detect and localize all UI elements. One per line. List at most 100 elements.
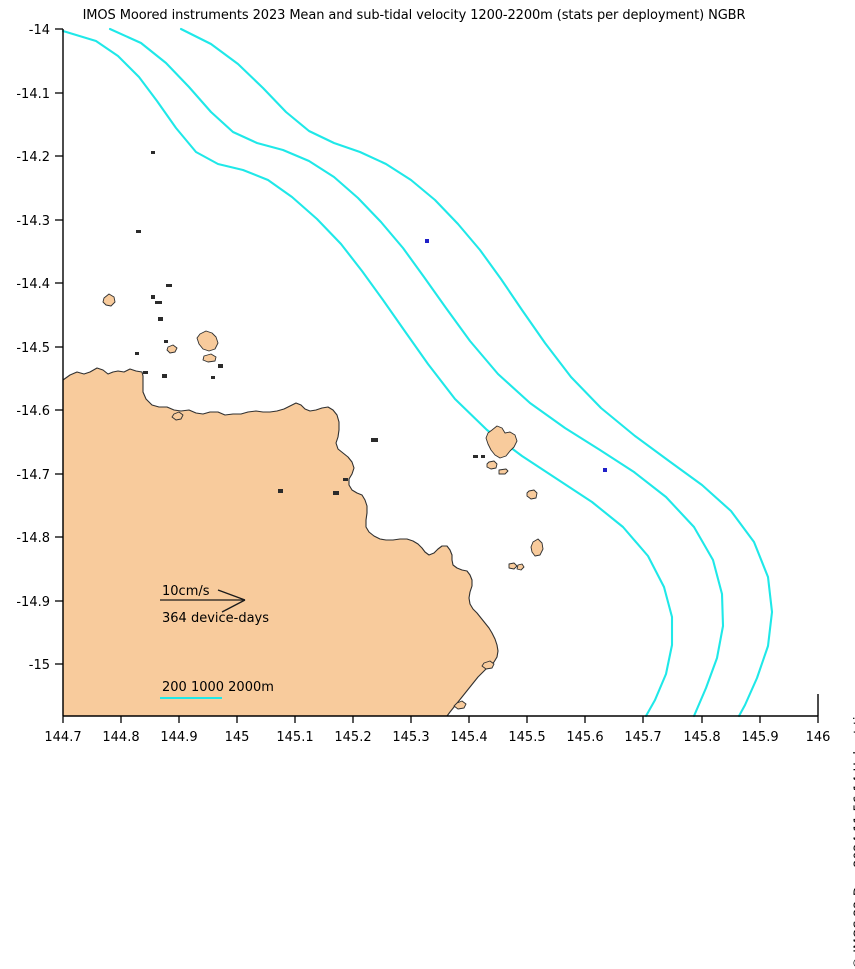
reef-island-small-d bbox=[530, 538, 544, 557]
reef-islands-group bbox=[102, 293, 544, 710]
y-tick: -14.8 bbox=[16, 531, 63, 546]
reef-island-north-d bbox=[166, 344, 178, 354]
reef-island-north-b bbox=[202, 353, 217, 363]
deployment-marker[interactable] bbox=[425, 239, 429, 243]
x-tick: 145.5 bbox=[508, 716, 546, 745]
y-tick-label: -14.8 bbox=[16, 531, 50, 546]
y-tick: -14.5 bbox=[16, 341, 63, 356]
rock-outcrop bbox=[473, 455, 478, 458]
y-tick: -14 bbox=[29, 23, 63, 38]
reef-island-small-g bbox=[481, 660, 495, 670]
x-tick-label: 145.7 bbox=[624, 730, 661, 745]
x-tick-label: 145.1 bbox=[276, 730, 313, 745]
y-tick-label: -14.4 bbox=[16, 277, 50, 292]
rock-outcrops-group bbox=[135, 151, 485, 495]
velocity-scale-arrow-head-upper bbox=[217, 589, 246, 601]
bathymetry-legend: 200 1000 2000m bbox=[160, 680, 274, 700]
y-tick-label: -15 bbox=[29, 658, 50, 673]
landmass-group bbox=[62, 367, 499, 717]
y-tick-label: -14.2 bbox=[16, 150, 50, 165]
y-tick-label: -14.6 bbox=[16, 404, 50, 419]
reef-island-small-h bbox=[453, 700, 467, 710]
x-tick: 145.3 bbox=[392, 716, 430, 745]
deployment-markers-group[interactable] bbox=[425, 239, 607, 472]
rock-outcrop bbox=[166, 284, 172, 287]
deployment-marker[interactable] bbox=[603, 468, 607, 472]
rock-outcrop bbox=[158, 317, 163, 321]
x-tick-label: 145 bbox=[225, 730, 250, 745]
contour-1000m bbox=[108, 27, 725, 718]
rock-outcrop bbox=[162, 374, 167, 378]
x-tick: 144.7 bbox=[44, 716, 82, 745]
x-tick-label: 144.8 bbox=[102, 730, 139, 745]
y-tick: -14.1 bbox=[16, 87, 63, 102]
y-tick: -14.3 bbox=[16, 214, 63, 229]
contour-200m bbox=[61, 29, 674, 718]
x-tick: 145.2 bbox=[334, 716, 372, 745]
x-tick-label: 145.5 bbox=[508, 730, 545, 745]
reef-island-north-e bbox=[171, 411, 184, 421]
x-tick-label: 145.8 bbox=[683, 730, 720, 745]
y-tick: -15 bbox=[29, 658, 63, 673]
rock-outcrop bbox=[135, 352, 139, 355]
x-tick-label: 145.2 bbox=[334, 730, 371, 745]
reef-island-small-b bbox=[498, 468, 509, 475]
rock-outcrop bbox=[143, 371, 148, 374]
mainland-coastline bbox=[62, 367, 499, 717]
rock-outcrop bbox=[164, 340, 168, 343]
x-tick: 145.6 bbox=[566, 716, 604, 745]
y-axis-ticks: -14 -14.1 -14.2 -14.3 -14.4 -14.5 -14.6 … bbox=[16, 23, 63, 673]
x-tick-label: 144.7 bbox=[44, 730, 81, 745]
rock-outcrop bbox=[333, 491, 339, 495]
y-tick-label: -14.1 bbox=[16, 87, 50, 102]
reef-island-lizard bbox=[485, 425, 518, 459]
bathymetry-contours bbox=[61, 27, 774, 718]
y-tick: -14.9 bbox=[16, 595, 63, 610]
x-tick: 144.8 bbox=[102, 716, 140, 745]
rock-outcrop bbox=[151, 151, 155, 154]
y-tick: -14.4 bbox=[16, 277, 63, 292]
y-tick: -14.2 bbox=[16, 150, 63, 165]
rock-outcrop bbox=[151, 295, 155, 299]
x-tick: 145.1 bbox=[276, 716, 314, 745]
figure-root: IMOS Moored instruments 2023 Mean and su… bbox=[16, 8, 855, 969]
reef-island-north-a bbox=[196, 330, 219, 352]
map-canvas: 10cm/s 364 device-days 200 1000 2000m -1… bbox=[16, 23, 830, 745]
x-tick-label: 145.4 bbox=[450, 730, 487, 745]
contour-2000m bbox=[179, 27, 774, 718]
y-tick: -14.6 bbox=[16, 404, 63, 419]
bathymetry-legend-label: 200 1000 2000m bbox=[162, 680, 274, 695]
y-tick-label: -14.5 bbox=[16, 341, 50, 356]
x-tick: 145.8 bbox=[683, 716, 721, 745]
x-tick: 144.9 bbox=[160, 716, 198, 745]
x-tick-label: 145.9 bbox=[741, 730, 778, 745]
rock-outcrop bbox=[278, 489, 283, 493]
reef-island-small-e bbox=[508, 562, 518, 570]
velocity-scale-arrow-head-lower bbox=[221, 599, 246, 613]
y-tick-label: -14 bbox=[29, 23, 50, 38]
x-tick-label: 146 bbox=[806, 730, 831, 745]
rock-outcrop bbox=[218, 364, 223, 368]
rock-outcrop bbox=[155, 301, 162, 304]
x-tick-label: 145.3 bbox=[392, 730, 429, 745]
page-title: IMOS Moored instruments 2023 Mean and su… bbox=[82, 8, 746, 23]
rock-outcrop bbox=[481, 455, 485, 458]
x-tick: 145 bbox=[225, 716, 250, 745]
x-tick: 145.7 bbox=[624, 716, 662, 745]
reef-island-small-a bbox=[486, 460, 498, 470]
reef-island-small-f bbox=[516, 563, 525, 571]
y-tick-label: -14.9 bbox=[16, 595, 50, 610]
y-tick: -14.7 bbox=[16, 468, 63, 483]
rock-outcrop bbox=[211, 376, 215, 379]
reef-island-small-c bbox=[526, 489, 538, 500]
reef-island-north-c bbox=[102, 293, 116, 307]
velocity-scale-caption: 364 device-days bbox=[162, 611, 269, 626]
x-axis-ticks: 144.7 144.8 144.9 145 145.1 145.2 145.3 … bbox=[44, 716, 830, 745]
x-tick-label: 144.9 bbox=[160, 730, 197, 745]
y-tick-label: -14.3 bbox=[16, 214, 50, 229]
rock-outcrop bbox=[343, 478, 348, 481]
y-tick-label: -14.7 bbox=[16, 468, 50, 483]
rock-outcrop bbox=[136, 230, 141, 233]
x-tick: 146 bbox=[806, 716, 831, 745]
velocity-scale-value: 10cm/s bbox=[162, 584, 210, 599]
